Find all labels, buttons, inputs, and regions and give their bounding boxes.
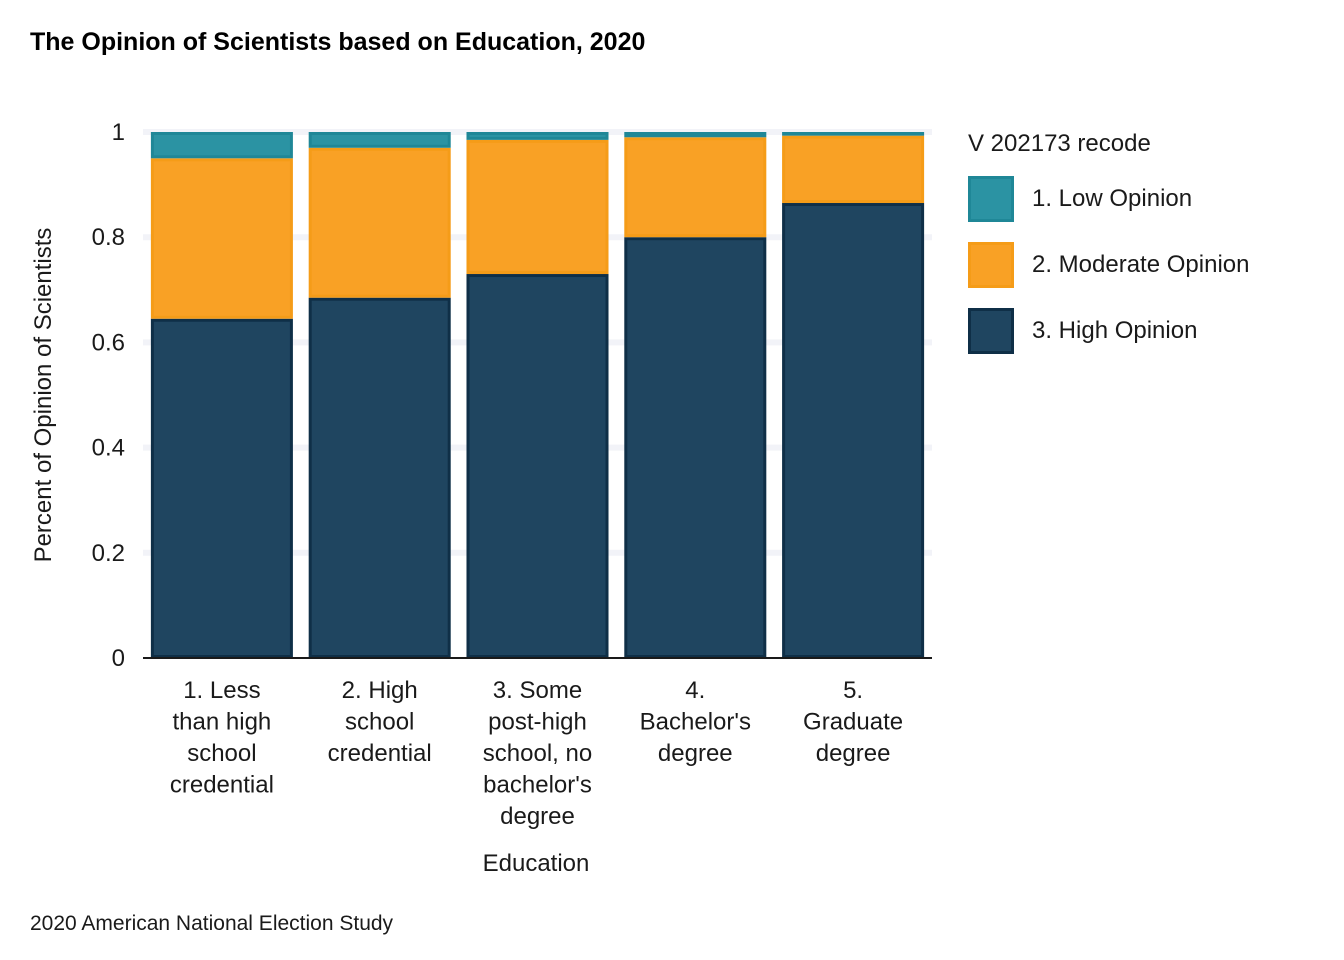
- bar-segment: [624, 137, 767, 238]
- x-tick-label: post-high: [488, 709, 587, 736]
- y-tick-label: 0.8: [92, 224, 125, 251]
- chart-caption: 2020 American National Election Study: [30, 912, 394, 935]
- x-tick-label: school, no: [483, 740, 592, 767]
- bar-segment: [466, 274, 609, 658]
- bar-segment: [308, 147, 451, 298]
- x-axis-title: Education: [482, 850, 590, 877]
- x-tick-label: credential: [328, 740, 432, 767]
- y-tick-label: 1: [112, 119, 125, 146]
- bar-segment: [782, 203, 925, 658]
- bar-segment: [624, 132, 767, 138]
- x-tick-label: degree: [658, 740, 733, 767]
- legend-swatch: [968, 176, 1014, 222]
- bar-segment: [308, 132, 451, 148]
- legend-item: 3. High Opinion: [968, 304, 1249, 358]
- bar-segment: [624, 237, 767, 658]
- legend-label: 3. High Opinion: [1032, 317, 1198, 344]
- x-tick-label: 5.: [843, 677, 863, 704]
- bar-segment: [150, 318, 293, 658]
- x-tick-label: 1. Less: [183, 677, 260, 704]
- legend-items: 1. Low Opinion 2. Moderate Opinion 3. High…: [968, 172, 1249, 358]
- x-tick-label: Bachelor's: [640, 709, 751, 736]
- x-tick-label: credential: [170, 772, 274, 799]
- legend-item: 2. Moderate Opinion: [968, 238, 1249, 292]
- y-tick-label: 0.6: [92, 329, 125, 356]
- x-tick-label: school: [345, 709, 414, 736]
- bar-segment: [150, 158, 293, 319]
- x-tick-label: Graduate: [803, 709, 903, 736]
- y-tick-label: 0.4: [92, 435, 125, 462]
- bar-segment: [466, 132, 609, 140]
- legend-title: V 202173 recode: [968, 130, 1151, 157]
- legend-label: 2. Moderate Opinion: [1032, 251, 1250, 278]
- y-tick-label: 0: [112, 645, 125, 672]
- legend-item: 1. Low Opinion: [968, 172, 1249, 226]
- legend-swatch: [968, 242, 1014, 288]
- bar-segment: [150, 132, 293, 159]
- chart-title: The Opinion of Scientists based on Educa…: [30, 28, 646, 56]
- legend-label: 1. Low Opinion: [1032, 185, 1193, 212]
- x-tick-label: degree: [816, 740, 891, 767]
- y-tick-label: 0.2: [92, 540, 125, 567]
- legend-swatch: [968, 308, 1014, 354]
- bar-segment: [308, 297, 451, 658]
- bar-segment: [782, 135, 925, 204]
- x-tick-label: 3. Some: [493, 677, 582, 704]
- x-tick-label: school: [187, 740, 256, 767]
- x-tick-label: bachelor's: [483, 772, 592, 799]
- x-tick-label: 2. High: [342, 677, 418, 704]
- x-tick-label: degree: [500, 803, 575, 830]
- x-tick-label: 4.: [685, 677, 705, 704]
- bar-segment: [782, 132, 925, 136]
- legend: V 202173 recode 1. Low Opinion 2. Moderat…: [968, 130, 1249, 370]
- x-tick-label: than high: [173, 709, 272, 736]
- bar-segment: [466, 139, 609, 275]
